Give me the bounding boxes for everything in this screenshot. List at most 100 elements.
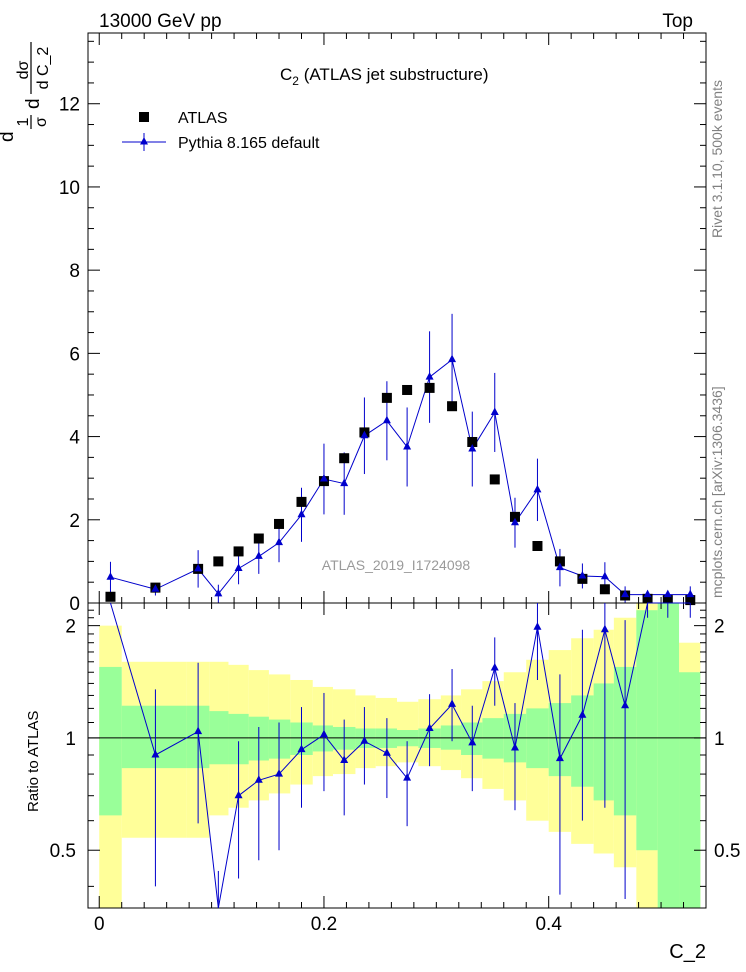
atlas-point [685, 595, 696, 606]
main-title: C2 (ATLAS jet substructure) [280, 65, 489, 88]
atlas-point [381, 392, 392, 403]
title-c: C [280, 65, 292, 84]
ratio-pythia-point [340, 755, 349, 763]
atlas-point [532, 541, 543, 551]
atlas-point [447, 401, 458, 412]
ratio-pythia-point [468, 737, 477, 746]
title-sub: 2 [292, 74, 299, 88]
legend-pythia-label: Pythia 8.165 default [178, 135, 320, 152]
atlas-point [339, 453, 350, 464]
ratio-pythia-point [319, 729, 328, 738]
atlas-point [233, 546, 244, 557]
ylabel-d: d [0, 131, 18, 142]
ratio-pythia-point [490, 662, 499, 671]
atlas-point [554, 556, 565, 567]
pythia-line [110, 358, 691, 596]
pythia-point [194, 563, 203, 572]
green-band-bin [312, 725, 333, 752]
main-ytick-label: 10 [59, 178, 80, 199]
rivet-label: Rivet 3.1.10, 500k events [709, 80, 725, 238]
green-band-bin [679, 672, 701, 908]
ratio-ytick-label-right: 0.5 [714, 841, 740, 862]
atlas-point [489, 474, 500, 485]
pythia-point [151, 584, 160, 592]
legend-atlas-marker [139, 112, 149, 122]
main-ytick-label: 0 [69, 594, 80, 615]
pythia-point [621, 589, 630, 598]
ratio-pythia-point [297, 744, 306, 753]
pythia-point [510, 517, 519, 526]
atlas-point [105, 591, 116, 602]
pythia-point [319, 474, 328, 482]
ylabel-pre-den: σ [33, 117, 50, 127]
ratio-frame [87, 602, 707, 909]
ratio-pythia-point [510, 742, 519, 751]
pythia-point [106, 572, 115, 580]
atlas-point [467, 436, 478, 447]
mcplots-label: mcplots.cern.ch [arXiv:1306.3436] [709, 386, 725, 598]
pythia-point [214, 588, 223, 597]
ratio-pythia-point [275, 769, 284, 777]
main-ytick-label: 12 [59, 95, 80, 116]
pythia-point [663, 589, 672, 598]
xtick-label: 0.4 [535, 914, 562, 935]
ratio-pythia-point [425, 723, 434, 731]
ratio-ytick-label-right: 1 [714, 729, 725, 750]
main-ytick-label: 6 [69, 344, 80, 365]
atlas-point [424, 382, 435, 393]
main-panel: 0 2 4 6 8 10 12 [59, 32, 707, 615]
xlabel: C_2 [669, 941, 706, 963]
pythia-point [340, 478, 349, 487]
ratio-pythia-point [448, 699, 457, 707]
ylabel-den: d C_2 [35, 47, 52, 90]
pythia-point [275, 537, 284, 546]
atlas-point [577, 573, 588, 584]
xtick-label: 0 [94, 914, 105, 935]
main-ytick-label: 8 [69, 261, 80, 282]
pythia-point [578, 570, 587, 579]
ratio-pythia-point [194, 726, 203, 735]
header-left: 13000 GeV pp [99, 11, 222, 32]
ratio-pythia-point [600, 624, 609, 633]
ratio-ytick-label-right: 2 [714, 617, 725, 638]
main-ytick-label: 4 [69, 428, 80, 449]
ratio-panel: 0 0.2 0.4 0.5 0.5 1 1 2 2 [50, 602, 740, 935]
ratio-pythia-point [403, 773, 412, 781]
main-ylabel: d 1 σ d dσ d C_2 [0, 42, 52, 142]
title-rest: (ATLAS jet substructure) [299, 65, 489, 84]
ratio-pythia-point [234, 790, 243, 799]
green-band-bin [636, 610, 658, 851]
ratio-pythia-point [360, 736, 369, 744]
pythia-point [403, 441, 412, 450]
legend-atlas-label: ATLAS [178, 110, 228, 127]
ylabel-pre-num: 1 [15, 117, 32, 126]
atlas-point [662, 595, 673, 606]
ratio-pythia-point [621, 700, 630, 709]
green-band-bin [121, 705, 187, 769]
pythia-point [490, 407, 499, 415]
atlas-point [402, 384, 413, 395]
ratio-ytick-label: 2 [65, 617, 76, 638]
ratio-ylabel: Ratio to ATLAS [25, 711, 42, 812]
pythia-point [360, 430, 369, 439]
atlas-point [296, 496, 307, 507]
ratio-pythia-point [578, 710, 587, 718]
pythia-point [448, 354, 457, 363]
pythia-point [297, 509, 306, 518]
analysis-id: ATLAS_2019_I1724098 [322, 557, 471, 573]
pythia-point [643, 589, 652, 598]
atlas-point [253, 533, 264, 544]
ratio-pythia-point [382, 748, 391, 756]
green-band-bin [99, 666, 122, 816]
ratio-pythia-point [533, 622, 542, 630]
ylabel-num: dσ [15, 60, 32, 79]
atlas-point [642, 593, 653, 604]
green-band-bin [593, 683, 614, 801]
atlas-point [509, 511, 520, 522]
atlas-point [599, 584, 610, 595]
pythia-point [234, 563, 243, 571]
ratio-pythia-point [151, 749, 160, 758]
ratio-ytick-label: 1 [65, 729, 76, 750]
atlas-point [213, 556, 224, 567]
